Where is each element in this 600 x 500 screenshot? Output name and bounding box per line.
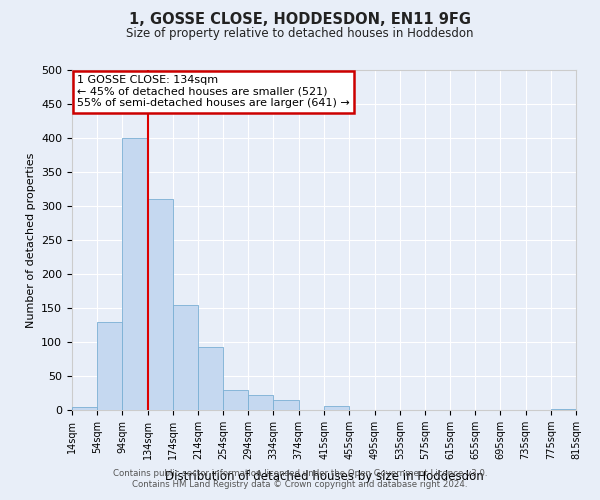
Text: 1, GOSSE CLOSE, HODDESDON, EN11 9FG: 1, GOSSE CLOSE, HODDESDON, EN11 9FG (129, 12, 471, 28)
Bar (248, 395, 274, 410)
Bar (551, 408, 576, 410)
Bar (223, 390, 248, 410)
Text: Contains public sector information licensed under the Open Government Licence v3: Contains public sector information licen… (113, 468, 487, 477)
Bar (72, 406, 97, 410)
Bar (97, 322, 122, 410)
Bar (198, 348, 223, 410)
Bar (148, 199, 173, 410)
X-axis label: Distribution of detached houses by size in Hoddesdon: Distribution of detached houses by size … (164, 470, 484, 484)
Bar (173, 304, 198, 410)
Text: Size of property relative to detached houses in Hoddesdon: Size of property relative to detached ho… (126, 28, 474, 40)
Text: Contains HM Land Registry data © Crown copyright and database right 2024.: Contains HM Land Registry data © Crown c… (132, 480, 468, 489)
Bar (274, 400, 299, 410)
Text: 1 GOSSE CLOSE: 134sqm
← 45% of detached houses are smaller (521)
55% of semi-det: 1 GOSSE CLOSE: 134sqm ← 45% of detached … (77, 75, 350, 108)
Bar (325, 406, 349, 410)
Y-axis label: Number of detached properties: Number of detached properties (26, 152, 35, 328)
Bar (122, 138, 148, 410)
